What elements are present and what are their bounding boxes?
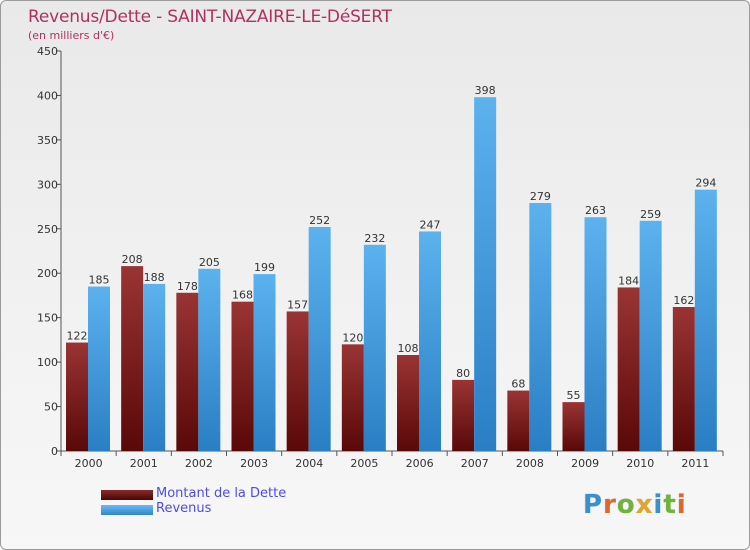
bar-revenus [253, 274, 276, 451]
x-tick-label: 2007 [461, 457, 489, 470]
bar-label-revenus: 252 [309, 214, 330, 227]
x-tick-label: 2005 [350, 457, 378, 470]
bar-dette [397, 355, 419, 451]
y-tick-label: 0 [51, 445, 58, 458]
bar-dette [617, 287, 640, 451]
bar-label-dette: 157 [287, 298, 308, 311]
bar-revenus [308, 227, 331, 451]
legend-label-debt: Montant de la Dette [156, 486, 287, 501]
bar-label-dette: 208 [122, 253, 143, 266]
x-tick-label: 2004 [295, 457, 323, 470]
bar-label-dette: 55 [567, 389, 581, 402]
bar-label-revenus: 205 [199, 256, 220, 269]
bar-label-revenus: 259 [640, 208, 661, 221]
legend-swatch-debt [101, 490, 153, 500]
x-tick-label: 2008 [516, 457, 544, 470]
y-tick-label: 400 [37, 89, 58, 102]
bar-label-revenus: 199 [254, 261, 275, 274]
y-tick-label: 450 [37, 45, 58, 58]
bar-label-dette: 184 [618, 274, 639, 287]
chart-title: Revenus/Dette - SAINT-NAZAIRE-LE-DéSERT [28, 7, 392, 27]
bar-label-dette: 162 [673, 294, 694, 307]
bar-label-dette: 80 [456, 367, 470, 380]
bar-revenus [143, 283, 166, 451]
bar-label-revenus: 232 [364, 232, 385, 245]
y-tick-label: 100 [37, 356, 58, 369]
y-tick-label: 200 [37, 267, 58, 280]
bar-label-revenus: 247 [420, 218, 441, 231]
bar-revenus [88, 286, 110, 451]
bar-label-dette: 120 [342, 331, 363, 344]
bar-dette [231, 301, 254, 451]
x-tick-label: 2011 [681, 457, 709, 470]
bar-revenus [474, 97, 497, 451]
bar-label-dette: 122 [67, 330, 88, 343]
axes: 0 50 100 150 200 250 300 350 400 450 2000 2001 2002 2… [37, 45, 724, 470]
x-tick-label: 2010 [626, 457, 654, 470]
bar-revenus [694, 189, 717, 451]
x-tick-label: 2009 [571, 457, 599, 470]
bar-label-revenus: 263 [585, 204, 606, 217]
legend-swatch-revenus [101, 505, 153, 515]
bar-label-dette: 108 [398, 342, 419, 355]
y-tick-label: 300 [37, 178, 58, 191]
bar-dette [121, 266, 144, 451]
y-tick-label: 350 [37, 134, 58, 147]
y-tick-label: 150 [37, 312, 58, 325]
bar-dette [507, 390, 530, 451]
bar-revenus [639, 220, 662, 451]
bar-label-revenus: 294 [695, 177, 716, 190]
bar-dette [66, 342, 88, 451]
bar-dette [452, 379, 475, 451]
bar-revenus [584, 217, 607, 451]
x-tick-label: 2006 [406, 457, 434, 470]
bar-revenus [529, 203, 552, 451]
bar-dette [562, 402, 585, 451]
x-tick-label: 2002 [185, 457, 213, 470]
legend-label-revenus: Revenus [156, 501, 212, 516]
bar-label-revenus: 279 [530, 190, 551, 203]
x-tick-label: 2001 [130, 457, 158, 470]
bars [66, 97, 717, 451]
bar-label-revenus: 185 [89, 274, 110, 287]
bar-revenus [198, 268, 221, 451]
y-tick-label: 250 [37, 223, 58, 236]
bar-revenus [419, 231, 441, 451]
proxiti-logo: Proxiti [583, 490, 687, 520]
bar-dette [672, 307, 695, 451]
y-tick-label: 50 [44, 401, 58, 414]
bar-dette [286, 311, 309, 451]
bar-label-revenus: 188 [144, 271, 165, 284]
chart-subtitle: (en milliers d'€) [28, 29, 115, 42]
bar-dette [341, 344, 364, 451]
bar-label-dette: 178 [177, 280, 198, 293]
x-tick-label: 2003 [240, 457, 268, 470]
bar-label-dette: 168 [232, 289, 253, 302]
bar-dette [176, 292, 199, 451]
bar-label-dette: 68 [511, 378, 525, 391]
x-tick-label: 2000 [75, 457, 103, 470]
bar-revenus [363, 244, 386, 451]
bar-label-revenus: 398 [475, 84, 496, 97]
